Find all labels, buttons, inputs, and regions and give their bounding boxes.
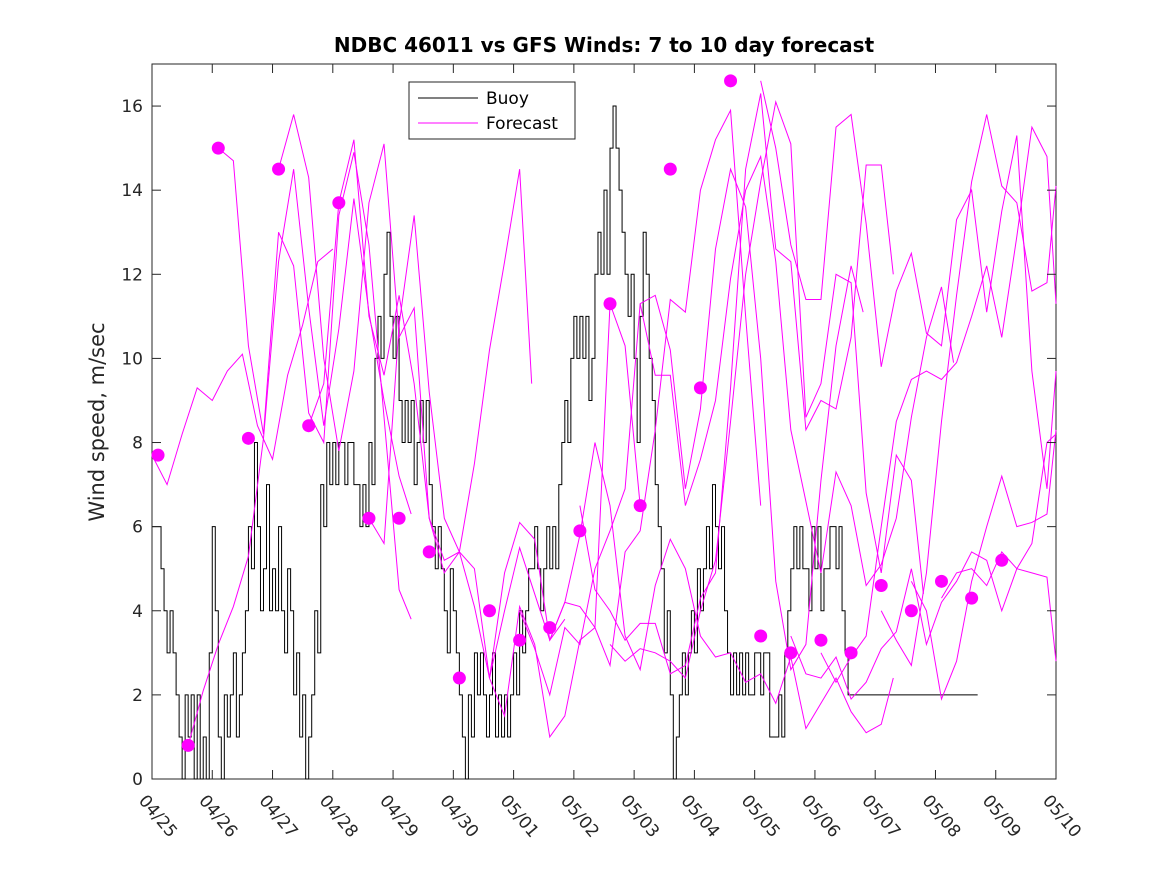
y-tick-label: 14: [121, 181, 143, 201]
forecast-marker: [272, 162, 286, 176]
legend: Buoy Forecast: [408, 81, 576, 140]
legend-forecast-label: Forecast: [486, 114, 558, 134]
forecast-line-12: [639, 154, 955, 587]
y-tick-label: 2: [132, 686, 143, 706]
forecast-marker: [995, 553, 1009, 567]
forecast-marker: [543, 621, 557, 635]
forecast-marker: [934, 574, 948, 588]
chart-title: NDBC 46011 vs GFS Winds: 7 to 10 day for…: [334, 33, 875, 57]
forecast-line-4: [278, 114, 533, 575]
forecast-marker: [693, 381, 707, 395]
forecast-line-11: [609, 99, 924, 680]
plot-area: [151, 63, 1057, 780]
forecast-marker: [332, 196, 346, 210]
forecast-marker: [784, 646, 798, 660]
forecast-marker: [573, 524, 587, 538]
y-tick-label: 8: [132, 434, 143, 454]
forecast-marker: [362, 511, 376, 525]
forecast-line-9: [549, 442, 894, 734]
forecast-marker: [844, 646, 858, 660]
y-tick-label: 6: [132, 518, 143, 538]
forecast-marker: [633, 499, 647, 513]
forecast-marker: [874, 579, 888, 593]
forecast-marker: [211, 141, 225, 155]
forecast-marker: [513, 633, 527, 647]
forecast-line-10: [579, 93, 894, 675]
y-tick-label: 10: [121, 349, 143, 369]
forecast-marker: [904, 604, 918, 618]
y-tick-label: 12: [121, 265, 143, 285]
forecast-marker: [392, 511, 406, 525]
forecast-marker: [814, 633, 828, 647]
forecast-line-5: [308, 139, 566, 679]
forecast-marker: [181, 738, 195, 752]
y-tick-label: 16: [121, 97, 143, 117]
forecast-marker: [724, 74, 738, 88]
y-tick-label: 4: [132, 602, 143, 622]
forecast-line-8: [519, 167, 864, 697]
forecast-marker: [965, 591, 979, 605]
forecast-marker: [663, 162, 677, 176]
forecast-line-15: [820, 125, 1057, 684]
forecast-line-7: [489, 108, 762, 739]
forecast-marker: [302, 419, 316, 433]
forecast-line-16: [880, 114, 1057, 667]
y-axis-label: Wind speed, m/sec: [85, 322, 109, 521]
forecast-marker: [241, 431, 255, 445]
forecast-series: [151, 80, 1057, 746]
forecast-line-17: [910, 429, 1057, 701]
forecast-line-1: [151, 248, 334, 486]
forecast-marker: [603, 297, 617, 311]
forecast-marker: [754, 629, 768, 643]
forecast-line-13: [760, 80, 1057, 489]
forecast-marker: [482, 604, 496, 618]
forecast-markers: [151, 74, 1009, 752]
legend-buoy-label: Buoy: [486, 89, 529, 109]
y-tick-label: 0: [132, 770, 143, 790]
forecast-line-3: [187, 169, 412, 746]
legend-box: [408, 81, 576, 140]
forecast-line-18: [941, 550, 1057, 662]
forecast-marker: [422, 545, 436, 559]
forecast-marker: [452, 671, 466, 685]
forecast-marker: [151, 448, 165, 462]
